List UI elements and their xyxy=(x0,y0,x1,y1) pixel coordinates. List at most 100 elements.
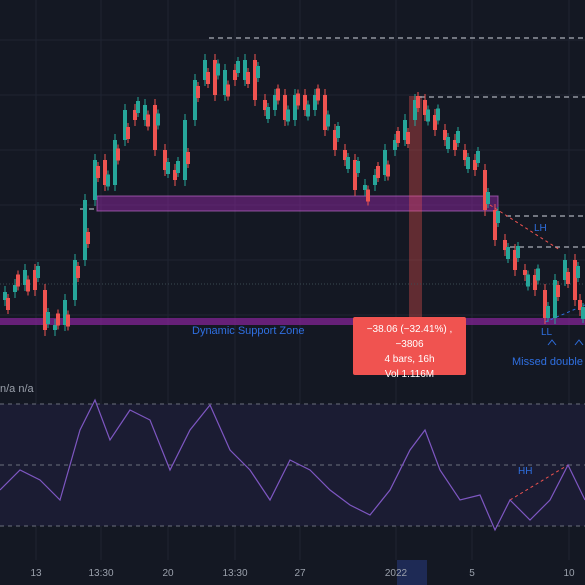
candle-body xyxy=(206,72,210,84)
measure-range xyxy=(409,96,422,318)
candle-body xyxy=(233,70,237,80)
candle-body xyxy=(463,150,467,160)
candle-body xyxy=(266,107,270,119)
candle-body xyxy=(326,114,330,127)
candle-body xyxy=(296,93,300,106)
candle-body xyxy=(353,160,357,190)
candle-body xyxy=(213,60,217,95)
candle-body xyxy=(253,60,257,100)
candle-body xyxy=(533,275,537,290)
candle-body xyxy=(523,270,527,275)
candle-body xyxy=(536,268,540,281)
candle-body xyxy=(396,131,400,143)
lower-high-label: LH xyxy=(534,223,547,234)
x-tick-label: 13:30 xyxy=(222,568,248,579)
candle-body xyxy=(581,307,585,319)
candle-body xyxy=(393,140,397,150)
candle-body xyxy=(466,157,470,169)
dynamic-support-zone xyxy=(0,318,585,325)
candle-body xyxy=(16,274,20,287)
candle-body xyxy=(476,151,480,163)
candle-body xyxy=(433,115,437,130)
indicator-values-label: n/a n/a xyxy=(0,383,34,395)
candle-body xyxy=(573,260,577,300)
candle-body xyxy=(493,210,497,240)
candle-body xyxy=(386,164,390,177)
candle-body xyxy=(226,84,230,97)
candle-body xyxy=(553,280,557,318)
candle-body xyxy=(356,161,360,173)
candle-body xyxy=(23,270,27,285)
candle-body xyxy=(283,95,287,120)
time-axis[interactable]: 13 13:30 20 13:30 27 2022 5 10 xyxy=(0,560,585,585)
candle-body xyxy=(113,140,117,185)
candle-body xyxy=(263,100,267,110)
x-tick-label: 10 xyxy=(563,568,575,579)
candle-body xyxy=(33,270,37,290)
measure-duration: 4 bars, 16h xyxy=(384,354,435,365)
candle-body xyxy=(343,150,347,160)
candle-body xyxy=(576,266,580,278)
dynamic-support-zone-label: Dynamic Support Zone xyxy=(192,325,305,337)
candle-body xyxy=(243,60,247,80)
candle-body xyxy=(86,232,90,244)
candle-body xyxy=(186,152,190,164)
candle-body xyxy=(426,109,430,122)
candle-body xyxy=(3,292,7,300)
candle-body xyxy=(76,266,80,278)
candle-body xyxy=(456,131,460,143)
candle-body xyxy=(563,260,567,280)
candle-body xyxy=(156,113,160,126)
x-tick-label: 27 xyxy=(294,568,306,579)
x-tick-label: 13 xyxy=(30,568,42,579)
candle-body xyxy=(236,61,240,73)
candle-body xyxy=(116,148,120,161)
candle-body xyxy=(56,313,60,326)
resistance-zone xyxy=(96,195,499,212)
candle-body xyxy=(486,192,490,204)
candle-body xyxy=(93,160,97,200)
x-tick-label: 2022 xyxy=(384,568,408,579)
candle-body xyxy=(43,290,47,330)
candle-body xyxy=(96,166,100,178)
x-tick-label: 5 xyxy=(469,568,475,579)
candle-body xyxy=(183,120,187,180)
candle-body xyxy=(46,312,50,324)
candle-body xyxy=(506,247,510,259)
candle-body xyxy=(496,211,500,223)
candle-body xyxy=(473,160,477,170)
candle-body xyxy=(306,104,310,117)
candle-body xyxy=(136,101,140,113)
oscillator-line xyxy=(0,398,585,532)
candle-body xyxy=(453,140,457,150)
lower-low-label: LL xyxy=(541,327,553,338)
candle-body xyxy=(423,100,427,115)
candle-body xyxy=(313,95,317,110)
lower-low-marker xyxy=(574,339,584,346)
measure-tooltip: −38.06 (−32.41%) , −3806 4 bars, 16h Vol… xyxy=(353,317,466,380)
measure-change: −38.06 (−32.41%) , −3806 xyxy=(366,324,453,350)
candle-body xyxy=(556,285,560,297)
candle-body xyxy=(203,60,207,80)
candle-body xyxy=(6,298,10,310)
candle-body xyxy=(403,120,407,140)
candle-body xyxy=(483,170,487,210)
candle-body xyxy=(173,170,177,180)
candle-body xyxy=(126,127,130,139)
candle-body xyxy=(416,96,420,108)
candle-body xyxy=(336,126,340,138)
candle-body xyxy=(376,166,380,178)
candle-body xyxy=(103,160,107,185)
candle-body xyxy=(303,95,307,110)
candle-body xyxy=(63,300,67,325)
lower-high-trend-line xyxy=(489,204,561,251)
x-tick-label: 20 xyxy=(162,568,174,579)
candle-body xyxy=(163,150,167,170)
candle-body xyxy=(216,63,220,76)
candle-body xyxy=(406,132,410,144)
candle-body xyxy=(73,260,77,300)
candle-body xyxy=(83,200,87,260)
missed-double-label: Missed double xyxy=(512,356,583,368)
